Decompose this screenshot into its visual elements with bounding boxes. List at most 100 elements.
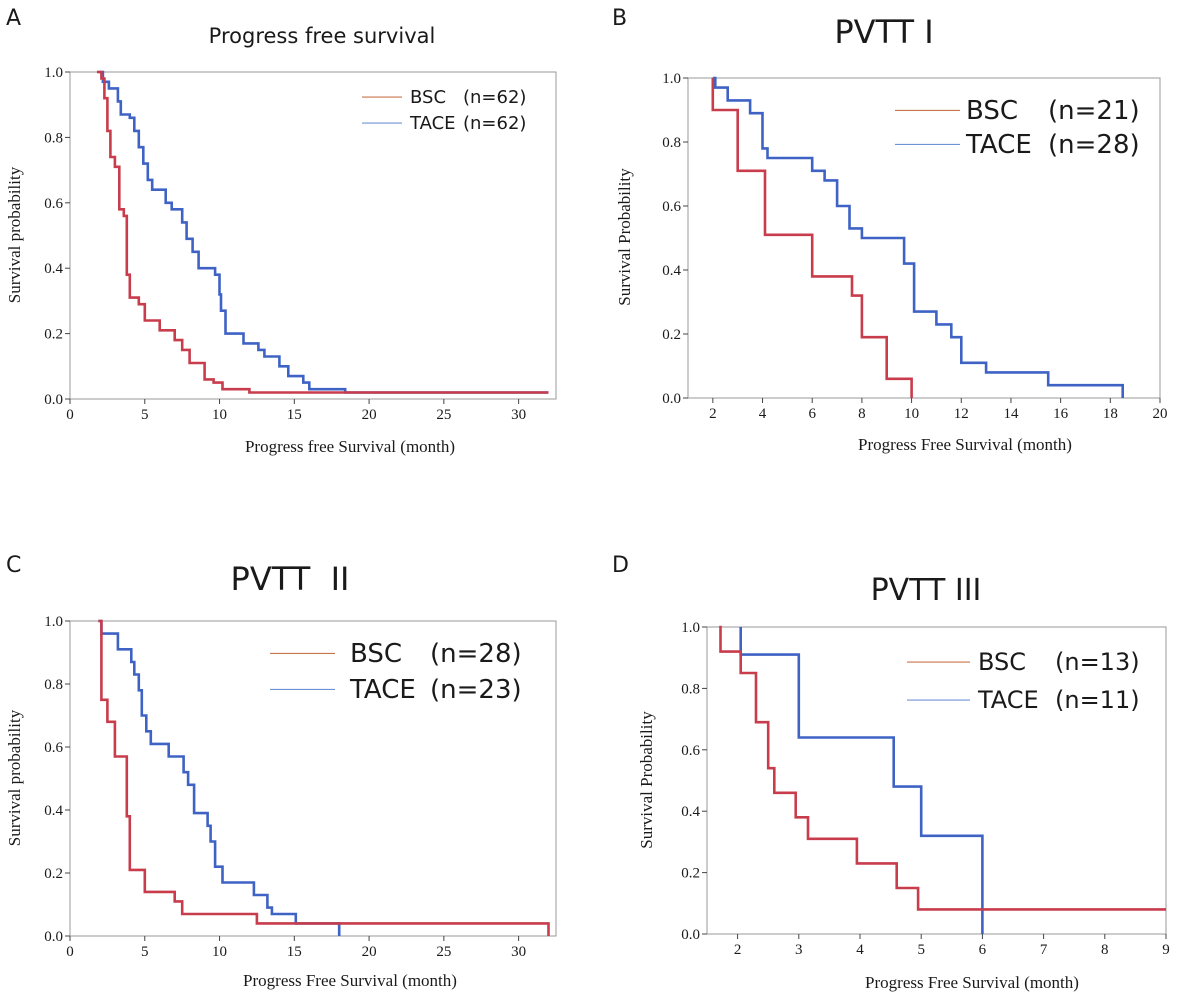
y-tick-label: 0.6 — [662, 199, 681, 215]
panel-letter: C — [6, 553, 21, 578]
x-tick-label: 4 — [856, 942, 864, 958]
legend-count-bsc: (n=21) — [1048, 96, 1140, 126]
x-tick-label: 25 — [436, 407, 451, 423]
x-tick-label: 10 — [212, 944, 227, 960]
x-axis-label: Progress free Survival (month) — [245, 437, 455, 456]
y-tick-label: 0.8 — [44, 677, 63, 693]
panel-letter: B — [612, 6, 627, 31]
y-tick-label: 0.4 — [681, 804, 700, 820]
x-tick-label: 5 — [141, 944, 149, 960]
x-tick-label: 2 — [709, 406, 717, 422]
plot-frame — [687, 77, 1161, 399]
y-tick-label: 0.4 — [44, 803, 63, 819]
x-tick-label: 12 — [954, 406, 969, 422]
y-tick-label: 0.0 — [44, 392, 63, 408]
x-tick-label: 25 — [436, 944, 451, 960]
y-tick-label: 1.0 — [44, 614, 63, 630]
chart-title: Progress free survival — [209, 24, 436, 48]
legend-label-bsc: BSC — [410, 87, 446, 108]
x-tick-label: 15 — [287, 407, 302, 423]
legend-count-bsc: (n=13) — [1055, 648, 1140, 676]
x-tick-label: 10 — [212, 407, 227, 423]
panel-letter: D — [612, 553, 629, 578]
panel-b: B PVTT I 2 4 6 8 10 12 14 16 18 20 0.0 0.2 0.4 0.6 0.8 1.… — [612, 6, 1168, 454]
y-tick-label: 0.2 — [662, 327, 681, 343]
y-tick-label: 0.8 — [681, 681, 700, 697]
x-tick-label: 30 — [511, 407, 526, 423]
x-tick-label: 20 — [362, 944, 377, 960]
legend-label-bsc: BSC — [966, 96, 1018, 126]
x-tick-label: 30 — [511, 944, 526, 960]
x-tick-label: 8 — [1101, 942, 1109, 958]
y-tick-label: 0.6 — [681, 743, 700, 759]
legend-count-tace: (n=28) — [1048, 130, 1140, 160]
survival-curve-bsc — [96, 70, 549, 394]
legend-label-bsc: BSC — [350, 639, 402, 669]
x-tick-label: 4 — [759, 406, 767, 422]
legend-label-tace: TACE — [965, 130, 1032, 160]
survival-curve-bsc — [711, 78, 913, 398]
legend-label-tace: TACE — [349, 675, 416, 705]
y-tick-label: 0.0 — [44, 929, 63, 945]
y-tick-label: 0.8 — [662, 135, 681, 151]
x-tick-label: 6 — [808, 406, 816, 422]
legend-count-tace: (n=23) — [430, 675, 522, 705]
y-tick-label: 0.2 — [681, 866, 700, 882]
legend: BSC (n=62) TACE (n=62) — [362, 87, 526, 134]
survival-curve-tace — [98, 619, 341, 936]
plot-frame — [706, 626, 1167, 935]
x-tick-label: 18 — [1103, 406, 1118, 422]
legend-count-tace: (n=11) — [1055, 686, 1140, 714]
legend-label-tace: TACE — [409, 113, 456, 134]
plot-frame — [69, 620, 557, 937]
survival-curve-tace — [739, 627, 984, 934]
x-tick-label: 10 — [904, 406, 919, 422]
plot-frame — [69, 71, 557, 400]
legend: BSC (n=21) TACE (n=28) — [895, 96, 1140, 160]
y-tick-label: 0.0 — [662, 391, 681, 407]
survival-curve-bsc — [719, 625, 1166, 911]
y-tick-label: 1.0 — [662, 71, 681, 87]
panel-letter: A — [6, 6, 21, 31]
panel-a: A Progress free survival 0 5 10 15 20 25 30 0.0 0.… — [5, 6, 557, 456]
x-tick-label: 3 — [795, 942, 803, 958]
y-axis-label: Survival probability — [5, 166, 24, 303]
x-tick-label: 5 — [141, 407, 149, 423]
legend: BSC (n=28) TACE (n=23) — [270, 639, 522, 705]
survival-curve-tace — [98, 70, 549, 394]
y-tick-label: 0.4 — [44, 261, 63, 277]
x-tick-label: 6 — [979, 942, 987, 958]
y-tick-label: 1.0 — [44, 65, 63, 81]
panel-d: D PVTT III 2 3 4 5 6 7 8 9 0.0 0.2 0.4 0.6 0.8 1.0 Progr… — [612, 553, 1170, 992]
legend: BSC (n=13) TACE (n=11) — [907, 648, 1140, 714]
x-tick-label: 20 — [1153, 406, 1168, 422]
y-axis-label: Survival probability — [5, 709, 24, 846]
chart-title: PVTT II — [231, 560, 350, 598]
legend-label-tace: TACE — [977, 686, 1039, 714]
x-tick-label: 0 — [66, 407, 74, 423]
legend-count-bsc: (n=28) — [430, 639, 522, 669]
x-tick-label: 5 — [917, 942, 925, 958]
x-tick-label: 2 — [734, 942, 742, 958]
survival-curve-bsc — [98, 619, 550, 936]
y-axis-label: Survival Probability — [637, 711, 656, 849]
legend-count-tace: (n=62) — [463, 113, 526, 134]
chart-title: PVTT I — [834, 13, 933, 51]
y-tick-label: 0.4 — [662, 263, 681, 279]
x-tick-label: 16 — [1053, 406, 1069, 422]
y-axis-label: Survival Probability — [615, 168, 634, 306]
y-tick-label: 0.2 — [44, 866, 63, 882]
y-tick-label: 0.0 — [681, 927, 700, 943]
legend-label-bsc: BSC — [978, 648, 1026, 676]
x-tick-label: 14 — [1003, 406, 1019, 422]
y-tick-label: 0.8 — [44, 130, 63, 146]
y-tick-label: 0.2 — [44, 327, 63, 343]
legend-count-bsc: (n=62) — [463, 87, 526, 108]
x-tick-label: 15 — [287, 944, 302, 960]
x-tick-label: 0 — [66, 944, 74, 960]
x-axis-label: Progress Free Survival (month) — [243, 971, 457, 990]
y-tick-label: 0.6 — [44, 740, 63, 756]
chart-title: PVTT III — [871, 573, 982, 608]
x-tick-label: 7 — [1040, 942, 1048, 958]
